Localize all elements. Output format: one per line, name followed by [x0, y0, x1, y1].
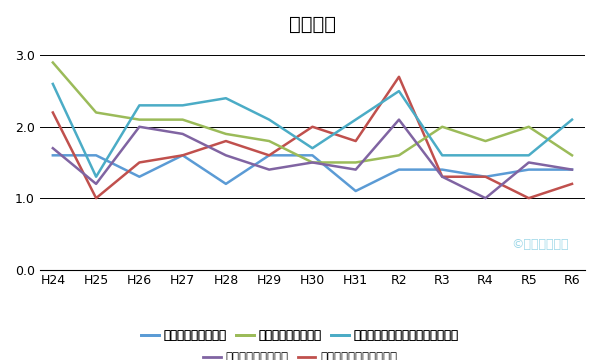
電気電子システム工学科	[179, 153, 186, 157]
ビジネスコミュニケーション学科	[525, 153, 532, 157]
Title: 推腐選抜: 推腐選抜	[289, 15, 336, 34]
化学・バイオ工学科	[395, 153, 403, 157]
都市システム工学科	[482, 196, 489, 200]
化学・バイオ工学科	[352, 160, 359, 165]
化学・バイオ工学科	[309, 160, 316, 165]
機械システム工学科	[309, 153, 316, 157]
電気電子システム工学科	[266, 153, 273, 157]
ビジネスコミュニケーション学科	[49, 82, 56, 86]
Text: ©高専受験計画: ©高専受験計画	[511, 238, 569, 251]
化学・バイオ工学科	[92, 110, 100, 114]
化学・バイオ工学科	[525, 125, 532, 129]
Legend: 機械システム工学科, 化学・バイオ工学科, ビジネスコミュニケーション学科: 機械システム工学科, 化学・バイオ工学科, ビジネスコミュニケーション学科	[137, 324, 463, 347]
機械システム工学科	[92, 153, 100, 157]
都市システム工学科	[266, 167, 273, 172]
電気電子システム工学科	[525, 196, 532, 200]
都市システム工学科	[439, 175, 446, 179]
都市システム工学科	[309, 160, 316, 165]
ビジネスコミュニケーション学科	[223, 96, 230, 100]
ビジネスコミュニケーション学科	[309, 146, 316, 150]
機械システム工学科	[136, 175, 143, 179]
Line: 化学・バイオ工学科: 化学・バイオ工学科	[53, 63, 572, 162]
電気電子システム工学科	[395, 75, 403, 79]
機械システム工学科	[352, 189, 359, 193]
ビジネスコミュニケーション学科	[439, 153, 446, 157]
電気電子システム工学科	[223, 139, 230, 143]
Legend: 都市システム工学科, 電気電子システム工学科: 都市システム工学科, 電気電子システム工学科	[198, 346, 402, 360]
機械システム工学科	[395, 167, 403, 172]
Line: 機械システム工学科: 機械システム工学科	[53, 155, 572, 191]
化学・バイオ工学科	[266, 139, 273, 143]
ビジネスコミュニケーション学科	[482, 153, 489, 157]
ビジネスコミュニケーション学科	[352, 117, 359, 122]
化学・バイオ工学科	[439, 125, 446, 129]
機械システム工学科	[266, 153, 273, 157]
都市システム工学科	[179, 132, 186, 136]
電気電子システム工学科	[352, 139, 359, 143]
化学・バイオ工学科	[49, 60, 56, 65]
ビジネスコミュニケーション学科	[395, 89, 403, 93]
Line: ビジネスコミュニケーション学科: ビジネスコミュニケーション学科	[53, 84, 572, 177]
ビジネスコミュニケーション学科	[136, 103, 143, 108]
都市システム工学科	[92, 182, 100, 186]
化学・バイオ工学科	[482, 139, 489, 143]
機械システム工学科	[525, 167, 532, 172]
ビジネスコミュニケーション学科	[568, 117, 575, 122]
電気電子システム工学科	[482, 175, 489, 179]
電気電子システム工学科	[92, 196, 100, 200]
電気電子システム工学科	[49, 110, 56, 114]
都市システム工学科	[136, 125, 143, 129]
Line: 都市システム工学科: 都市システム工学科	[53, 120, 572, 198]
機械システム工学科	[179, 153, 186, 157]
ビジネスコミュニケーション学科	[92, 175, 100, 179]
機械システム工学科	[568, 167, 575, 172]
Line: 電気電子システム工学科: 電気電子システム工学科	[53, 77, 572, 198]
電気電子システム工学科	[136, 160, 143, 165]
機械システム工学科	[482, 175, 489, 179]
電気電子システム工学科	[568, 182, 575, 186]
機械システム工学科	[439, 167, 446, 172]
都市システム工学科	[352, 167, 359, 172]
電気電子システム工学科	[309, 125, 316, 129]
都市システム工学科	[223, 153, 230, 157]
都市システム工学科	[49, 146, 56, 150]
都市システム工学科	[568, 167, 575, 172]
化学・バイオ工学科	[136, 117, 143, 122]
ビジネスコミュニケーション学科	[266, 117, 273, 122]
都市システム工学科	[525, 160, 532, 165]
機械システム工学科	[223, 182, 230, 186]
化学・バイオ工学科	[223, 132, 230, 136]
化学・バイオ工学科	[179, 117, 186, 122]
都市システム工学科	[395, 117, 403, 122]
ビジネスコミュニケーション学科	[179, 103, 186, 108]
電気電子システム工学科	[439, 175, 446, 179]
機械システム工学科	[49, 153, 56, 157]
化学・バイオ工学科	[568, 153, 575, 157]
